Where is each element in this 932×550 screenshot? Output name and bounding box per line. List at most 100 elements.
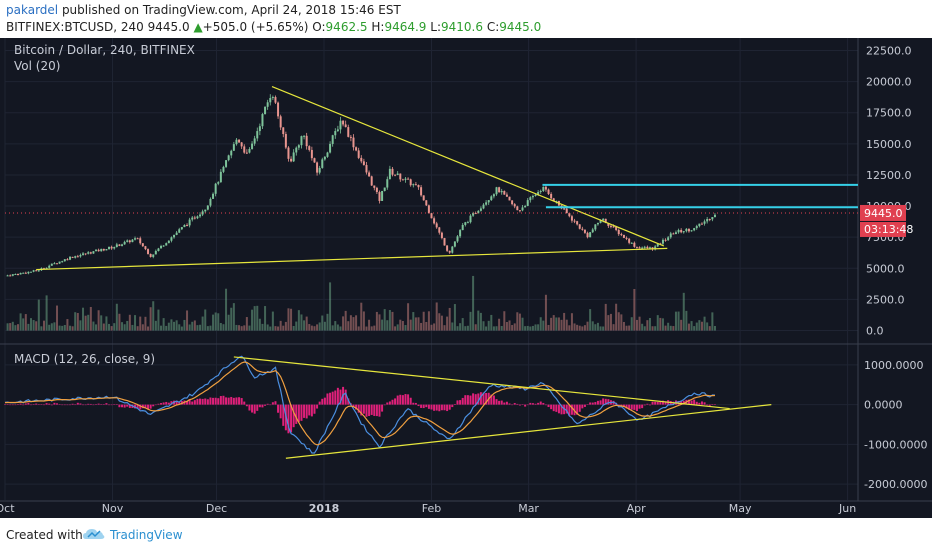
volume-bar — [394, 326, 397, 331]
candle-body — [17, 273, 20, 275]
candle-body — [134, 238, 137, 240]
macd-histogram-bar — [362, 404, 365, 414]
volume-bar — [547, 324, 550, 331]
volume-bar — [490, 314, 493, 331]
volume-bar — [89, 306, 92, 331]
candle-body — [404, 178, 407, 180]
candle-body — [482, 204, 485, 209]
candle-body — [505, 194, 508, 197]
macd-histogram-bar — [178, 402, 181, 405]
candle-body — [227, 155, 230, 161]
macd-histogram-bar — [451, 404, 454, 408]
volume-bar — [687, 323, 690, 331]
candle-body — [365, 164, 368, 173]
volume-bar — [349, 315, 352, 331]
volume-bar — [513, 323, 516, 331]
candle-body — [352, 137, 355, 148]
macd-histogram-bar — [61, 404, 64, 406]
candle-body — [235, 139, 238, 145]
chart-canvas[interactable]: 22500.020000.017500.015000.012500.010000… — [0, 38, 932, 518]
macd-histogram-bar — [420, 404, 423, 408]
candle-body — [199, 214, 202, 217]
volume-bar — [258, 318, 261, 331]
macd-histogram-bar — [477, 393, 480, 405]
candle-body — [682, 231, 685, 233]
macd-histogram-bar — [100, 404, 103, 405]
volume-bar — [612, 324, 615, 331]
volume-bar — [599, 326, 602, 331]
author-link[interactable]: pakardel — [6, 3, 59, 17]
candle-body — [638, 247, 641, 249]
macd-histogram-bar — [628, 404, 631, 410]
volume-bar — [659, 317, 662, 331]
candle-body — [141, 243, 144, 247]
volume-bar — [11, 321, 14, 331]
macd-histogram-bar — [404, 394, 407, 405]
candle-body — [381, 190, 384, 201]
change-up-icon: ▲ — [193, 20, 203, 34]
macd-histogram-bar — [128, 404, 131, 408]
candle-body — [565, 208, 568, 214]
price-axis-tick-label: 22500.0 — [866, 44, 912, 57]
candle-body — [456, 236, 459, 242]
volume-bar — [69, 325, 72, 331]
price-axis-tick-label: 20000.0 — [866, 76, 912, 89]
macd-histogram-bar — [643, 404, 646, 406]
macd-histogram-bar — [651, 401, 654, 405]
macd-histogram-bar — [303, 404, 306, 418]
time-axis-tick-label: Dec — [206, 502, 227, 515]
volume-bar — [264, 306, 267, 331]
macd-axis-tick-label: 0.0000 — [864, 399, 903, 412]
last-price-tag — [860, 204, 906, 221]
candle-body — [165, 243, 168, 246]
macd-histogram-bar — [149, 404, 152, 409]
tradingview-brand-link[interactable]: TradingView — [110, 528, 183, 542]
macd-histogram-bar — [147, 404, 150, 410]
candle-body — [175, 232, 178, 235]
candle-body — [344, 124, 347, 128]
macd-histogram-bar — [251, 404, 254, 413]
candle-body — [498, 187, 501, 193]
candle-body — [667, 237, 670, 241]
macd-histogram-bar — [474, 394, 477, 405]
candle-body — [115, 244, 118, 247]
macd-histogram-bar — [297, 404, 300, 422]
candle-body — [646, 246, 649, 249]
macd-histogram-bar — [438, 404, 441, 412]
volume-bar — [651, 326, 654, 331]
volume-bar — [680, 319, 683, 331]
candle-body — [95, 249, 98, 252]
candle-body — [706, 219, 709, 222]
volume-bar — [212, 314, 215, 331]
candle-body — [459, 230, 462, 237]
macd-histogram-bar — [30, 404, 33, 406]
volume-bar — [703, 316, 706, 331]
chart-pane[interactable]: 22500.020000.017500.015000.012500.010000… — [0, 38, 932, 518]
macd-histogram-bar — [17, 404, 20, 405]
volume-bar — [118, 313, 121, 331]
volume-bar — [438, 313, 441, 331]
candle-body — [297, 145, 300, 148]
macd-histogram-bar — [531, 403, 534, 405]
time-axis-tick-label: 2018 — [309, 502, 340, 515]
volume-bar — [27, 323, 30, 331]
candle-body — [693, 228, 696, 231]
macd-histogram-bar — [235, 397, 238, 405]
volume-bar — [633, 288, 636, 331]
volume-bar — [448, 307, 451, 331]
macd-histogram-bar — [193, 400, 196, 405]
candle-body — [316, 162, 319, 173]
volume-bar — [102, 323, 105, 331]
candle-body — [22, 272, 25, 274]
volume-bar — [570, 313, 573, 331]
volume-bar — [589, 309, 592, 331]
volume-bar — [191, 321, 194, 331]
candle-body — [622, 234, 625, 238]
volume-bar — [214, 312, 217, 331]
volume-bar — [160, 325, 163, 331]
candle-body — [79, 254, 82, 257]
volume-bar — [313, 326, 316, 331]
volume-bar — [461, 318, 464, 331]
macd-histogram-bar — [19, 403, 22, 405]
volume-bar — [45, 295, 48, 331]
